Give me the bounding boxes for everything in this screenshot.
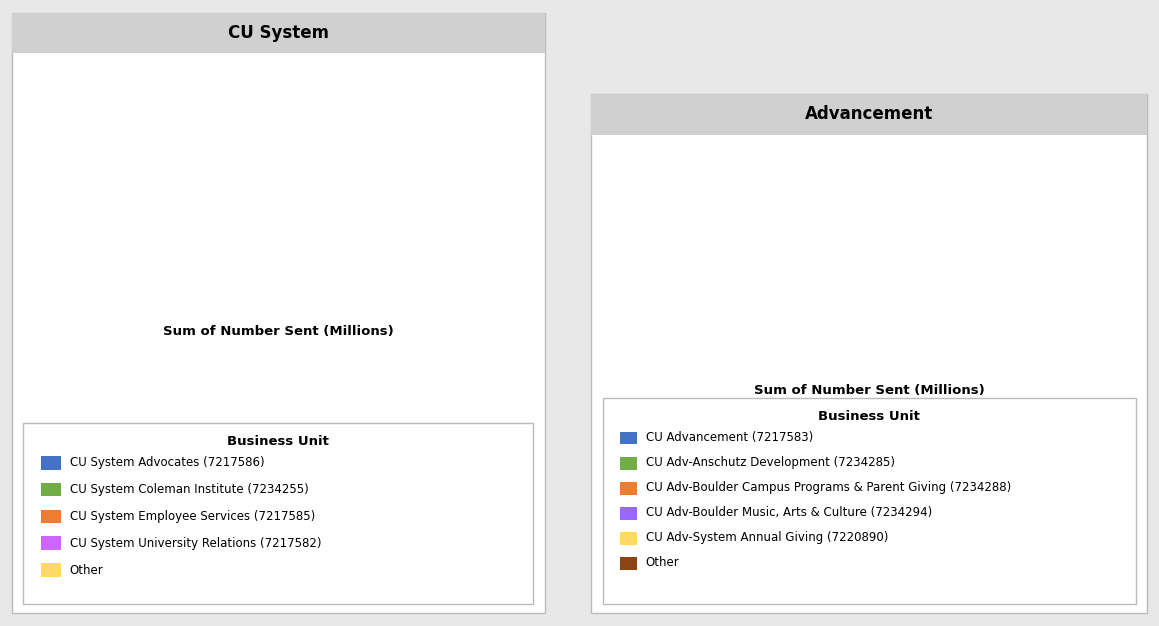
Text: 0.46: 7%: 0.46: 7% <box>296 106 350 138</box>
Text: CU System Advocates (7217586): CU System Advocates (7217586) <box>70 456 264 469</box>
Wedge shape <box>819 286 869 360</box>
Wedge shape <box>278 138 337 211</box>
Text: 0.05: 4%: 0.05: 4% <box>744 330 815 353</box>
Wedge shape <box>794 214 869 325</box>
Text: Advancement: Advancement <box>806 105 933 123</box>
Text: Other: Other <box>646 557 679 569</box>
Wedge shape <box>847 211 869 286</box>
Text: 0.09: 9%: 0.09: 9% <box>775 348 837 378</box>
Text: CU System Employee Services (7217585): CU System Employee Services (7217585) <box>70 510 315 523</box>
Text: CU System Coleman Institute (7234255): CU System Coleman Institute (7234255) <box>70 483 308 496</box>
Wedge shape <box>255 131 278 211</box>
Text: CU Adv-Boulder Campus Programs & Parent Giving (7234288): CU Adv-Boulder Campus Programs & Parent … <box>646 481 1011 494</box>
Text: 0.47: 44%: 0.47: 44% <box>939 263 1022 273</box>
Text: CU Adv-Boulder Music, Arts & Culture (7234294): CU Adv-Boulder Music, Arts & Culture (72… <box>646 506 932 519</box>
Text: Sum of Number Sent (Millions): Sum of Number Sent (Millions) <box>753 384 985 396</box>
Text: CU System University Relations (7217582): CU System University Relations (7217582) <box>70 537 321 550</box>
Text: 0.31: 29%: 0.31: 29% <box>721 246 803 262</box>
Text: Business Unit: Business Unit <box>227 435 329 448</box>
Text: Business Unit: Business Unit <box>818 410 920 423</box>
Text: CU Advancement (7217583): CU Advancement (7217583) <box>646 431 812 444</box>
Text: Other: Other <box>70 564 103 577</box>
Text: 0.3: 5%: 0.3: 5% <box>221 105 265 137</box>
Wedge shape <box>198 134 358 291</box>
Text: CU System: CU System <box>227 24 329 42</box>
Text: 0.05: 5%: 0.05: 5% <box>806 185 858 217</box>
Wedge shape <box>869 211 945 356</box>
Text: 0.1: 9%: 0.1: 9% <box>877 356 920 388</box>
Text: 0.4: 6%: 0.4: 6% <box>323 123 381 151</box>
Wedge shape <box>806 286 869 342</box>
Text: CU Adv-Anschutz Development (7234285): CU Adv-Anschutz Development (7234285) <box>646 456 895 469</box>
Text: 0.56: 9%: 0.56: 9% <box>345 160 420 177</box>
Wedge shape <box>854 286 897 361</box>
Wedge shape <box>278 156 357 211</box>
Text: Sum of Number Sent (Millions): Sum of Number Sent (Millions) <box>162 324 394 337</box>
Text: CU Adv-System Annual Giving (7220890): CU Adv-System Annual Giving (7220890) <box>646 531 888 544</box>
Text: 4.79: 74%: 4.79: 74% <box>168 274 239 304</box>
Wedge shape <box>278 131 313 211</box>
